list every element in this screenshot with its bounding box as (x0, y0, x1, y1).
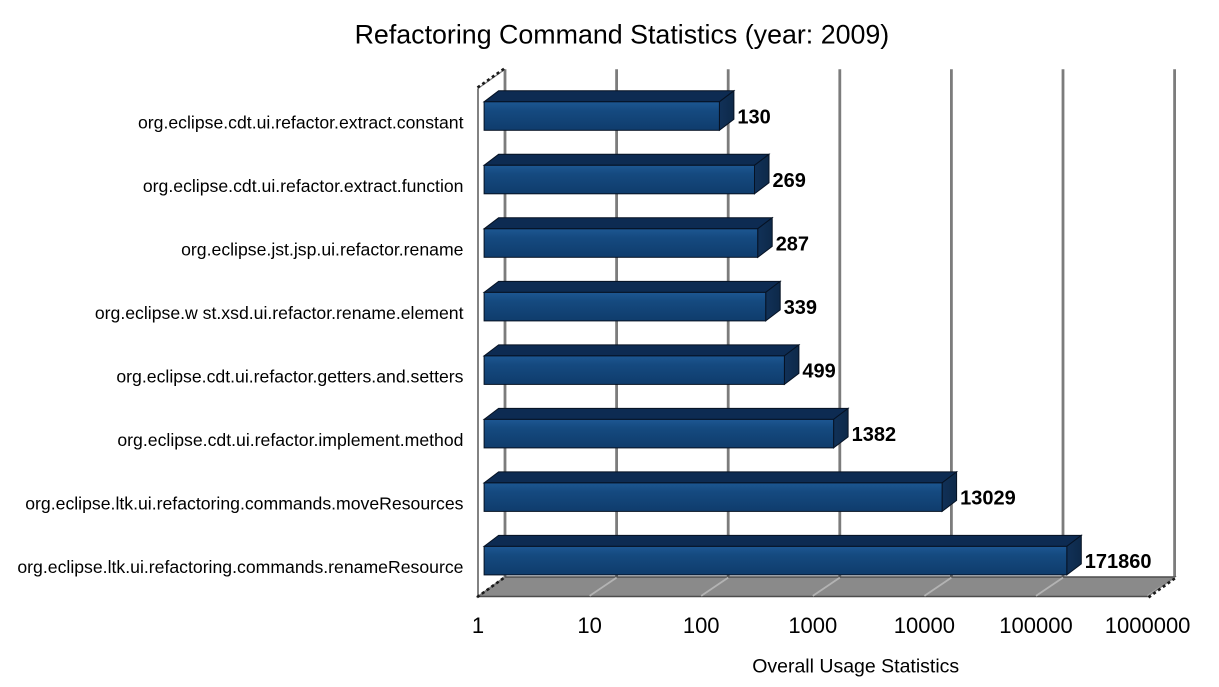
svg-text:org.eclipse.ltk.ui.refactoring: org.eclipse.ltk.ui.refactoring.commands.… (25, 494, 463, 514)
svg-text:org.eclipse.cdt.ui.refactor.ex: org.eclipse.cdt.ui.refactor.extract.func… (143, 176, 464, 196)
svg-text:Refactoring Command Statistics: Refactoring Command Statistics (year: 20… (355, 20, 890, 50)
svg-text:org.eclipse.w st.xsd.ui.refact: org.eclipse.w st.xsd.ui.refactor.rename.… (95, 303, 464, 323)
svg-text:1000: 1000 (788, 613, 837, 638)
svg-text:287: 287 (776, 233, 809, 255)
svg-text:1000000: 1000000 (1105, 613, 1191, 638)
svg-text:org.eclipse.ltk.ui.refactoring: org.eclipse.ltk.ui.refactoring.commands.… (17, 557, 463, 577)
svg-text:269: 269 (773, 170, 806, 192)
svg-text:100: 100 (683, 613, 720, 638)
svg-text:org.eclipse.cdt.ui.refactor.ge: org.eclipse.cdt.ui.refactor.getters.and.… (116, 367, 463, 387)
svg-text:1382: 1382 (852, 424, 897, 446)
svg-text:499: 499 (802, 360, 835, 382)
svg-text:org.eclipse.jst.jsp.ui.refacto: org.eclipse.jst.jsp.ui.refactor.rename (181, 240, 464, 260)
svg-text:10000: 10000 (894, 613, 955, 638)
svg-text:339: 339 (784, 297, 817, 319)
svg-text:10: 10 (577, 613, 601, 638)
svg-text:130: 130 (737, 106, 770, 128)
svg-text:org.eclipse.cdt.ui.refactor.im: org.eclipse.cdt.ui.refactor.implement.me… (117, 430, 463, 450)
svg-text:13029: 13029 (960, 487, 1016, 509)
svg-text:171860: 171860 (1085, 551, 1152, 573)
svg-text:org.eclipse.cdt.ui.refactor.ex: org.eclipse.cdt.ui.refactor.extract.cons… (138, 113, 464, 133)
svg-text:100000: 100000 (999, 613, 1072, 638)
svg-text:Overall Usage Statistics: Overall Usage Statistics (752, 656, 959, 678)
svg-text:1: 1 (472, 613, 484, 638)
